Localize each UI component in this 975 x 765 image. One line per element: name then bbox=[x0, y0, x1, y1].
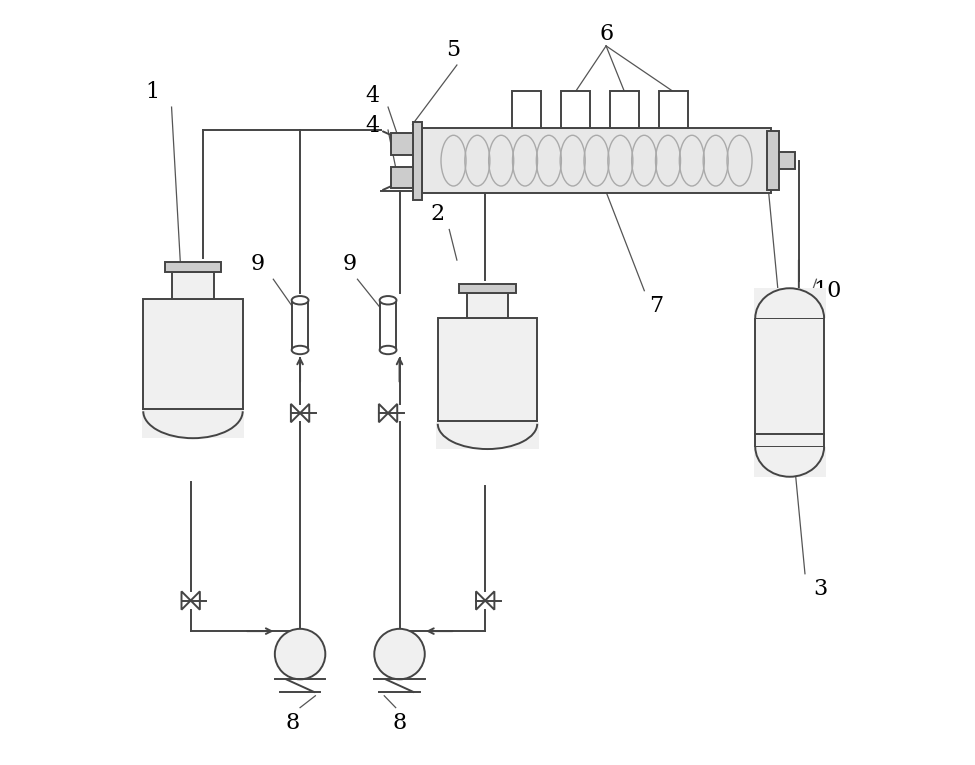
Text: 10: 10 bbox=[814, 280, 842, 301]
Text: 4: 4 bbox=[366, 116, 380, 137]
Text: 2: 2 bbox=[431, 203, 445, 225]
Bar bbox=[754, 447, 826, 477]
Bar bbox=[467, 293, 508, 318]
Bar bbox=[513, 91, 541, 128]
Text: 6: 6 bbox=[599, 24, 613, 45]
Text: 9: 9 bbox=[343, 253, 357, 275]
Bar bbox=[459, 284, 516, 293]
Bar bbox=[391, 167, 412, 188]
Bar bbox=[422, 128, 770, 193]
Bar bbox=[561, 91, 590, 128]
Circle shape bbox=[275, 629, 326, 679]
Bar bbox=[165, 262, 221, 272]
Text: 7: 7 bbox=[648, 295, 663, 317]
Bar bbox=[756, 318, 824, 447]
Bar bbox=[658, 91, 687, 128]
Bar bbox=[141, 410, 244, 438]
Text: 8: 8 bbox=[392, 712, 407, 734]
Ellipse shape bbox=[379, 296, 397, 304]
Text: 1: 1 bbox=[145, 81, 160, 103]
Bar bbox=[779, 152, 796, 169]
Ellipse shape bbox=[292, 296, 308, 304]
Ellipse shape bbox=[379, 346, 397, 354]
Bar bbox=[754, 288, 826, 318]
Bar bbox=[292, 301, 308, 350]
Bar bbox=[143, 298, 243, 412]
Bar bbox=[609, 91, 639, 128]
Text: 8: 8 bbox=[286, 712, 299, 734]
Bar bbox=[379, 301, 397, 350]
Text: 4: 4 bbox=[366, 85, 380, 106]
Text: 3: 3 bbox=[813, 578, 828, 600]
Circle shape bbox=[374, 629, 425, 679]
Bar bbox=[173, 272, 214, 298]
Bar bbox=[391, 133, 412, 155]
Text: 5: 5 bbox=[446, 39, 460, 60]
Ellipse shape bbox=[292, 346, 308, 354]
Bar bbox=[436, 422, 539, 449]
Bar bbox=[412, 122, 422, 200]
Text: 9: 9 bbox=[251, 253, 265, 275]
Bar bbox=[438, 318, 537, 424]
Bar bbox=[767, 132, 779, 190]
